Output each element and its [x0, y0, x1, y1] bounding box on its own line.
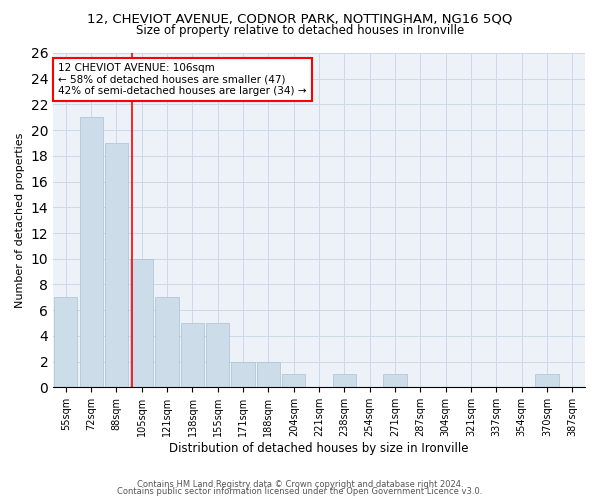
Text: 12 CHEVIOT AVENUE: 106sqm
← 58% of detached houses are smaller (47)
42% of semi-: 12 CHEVIOT AVENUE: 106sqm ← 58% of detac…: [58, 63, 307, 96]
Bar: [257, 362, 280, 388]
Text: Size of property relative to detached houses in Ironville: Size of property relative to detached ho…: [136, 24, 464, 37]
Text: 12, CHEVIOT AVENUE, CODNOR PARK, NOTTINGHAM, NG16 5QQ: 12, CHEVIOT AVENUE, CODNOR PARK, NOTTING…: [88, 12, 512, 26]
Bar: [282, 374, 305, 388]
Bar: [535, 374, 559, 388]
Bar: [105, 143, 128, 388]
Bar: [383, 374, 407, 388]
Text: Contains public sector information licensed under the Open Government Licence v3: Contains public sector information licen…: [118, 487, 482, 496]
Bar: [232, 362, 255, 388]
Y-axis label: Number of detached properties: Number of detached properties: [15, 132, 25, 308]
Text: Contains HM Land Registry data © Crown copyright and database right 2024.: Contains HM Land Registry data © Crown c…: [137, 480, 463, 489]
Bar: [181, 323, 204, 388]
Bar: [206, 323, 229, 388]
Bar: [54, 298, 77, 388]
X-axis label: Distribution of detached houses by size in Ironville: Distribution of detached houses by size …: [169, 442, 469, 455]
Bar: [333, 374, 356, 388]
Bar: [155, 298, 179, 388]
Bar: [130, 259, 154, 388]
Bar: [80, 118, 103, 388]
